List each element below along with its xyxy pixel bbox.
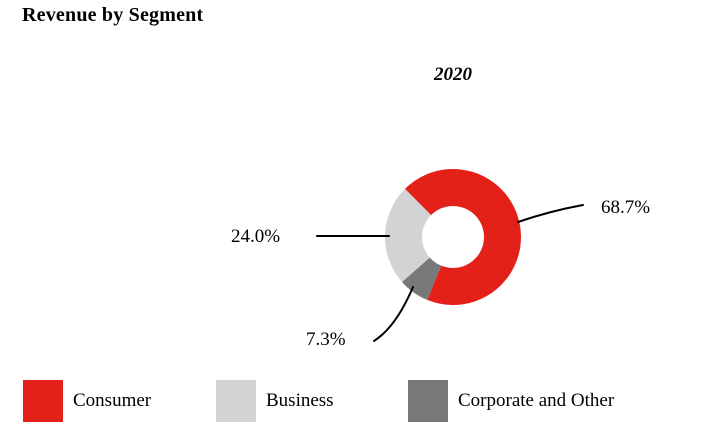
leader-line-consumer <box>517 204 584 223</box>
legend-item-corporate: Corporate and Other <box>408 380 614 422</box>
donut-segments <box>385 169 522 306</box>
chart-legend: Consumer Business Corporate and Other <box>0 380 702 422</box>
legend-swatch-business <box>216 380 256 422</box>
legend-item-consumer: Consumer <box>23 380 151 422</box>
data-label-corporate: 7.3% <box>306 329 346 350</box>
legend-item-business: Business <box>216 380 334 422</box>
data-label-consumer: 68.7% <box>601 197 651 218</box>
data-label-business: 24.0% <box>231 226 281 247</box>
legend-label-business: Business <box>266 390 334 411</box>
legend-swatch-corporate <box>408 380 448 422</box>
chart-year-title: 2020 <box>434 64 472 85</box>
donut-segment-consumer <box>404 169 522 306</box>
legend-label-consumer: Consumer <box>73 390 152 411</box>
leader-lines <box>316 204 584 342</box>
page-title: Revenue by Segment <box>22 4 204 26</box>
legend-swatch-consumer <box>23 380 63 422</box>
legend-label-corporate: Corporate and Other <box>458 390 615 411</box>
donut-segment-business <box>385 188 432 282</box>
leader-line-corporate <box>373 286 414 342</box>
